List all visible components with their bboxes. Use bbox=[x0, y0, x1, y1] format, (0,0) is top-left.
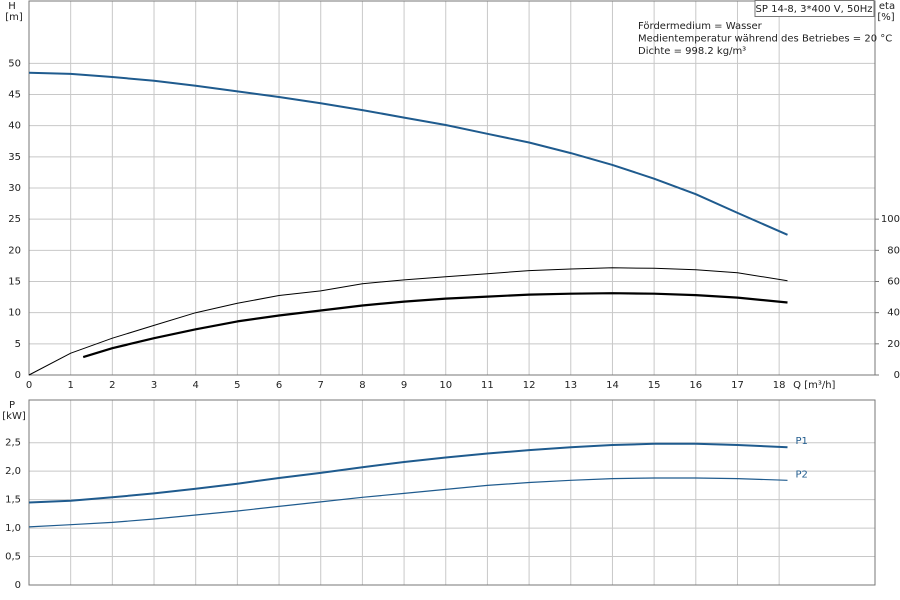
y-tick-label: 1,5 bbox=[5, 495, 21, 506]
data-line bbox=[28, 442, 788, 504]
x-tick-label: 15 bbox=[648, 380, 661, 391]
data-line bbox=[82, 292, 788, 359]
x-tick-label: 3 bbox=[151, 380, 157, 391]
x-tick-label: 11 bbox=[481, 380, 494, 391]
x-tick-label: 9 bbox=[401, 380, 407, 391]
y-tick-label: 2,0 bbox=[5, 466, 21, 477]
y-tick-label: 0 bbox=[15, 580, 21, 591]
x-tick-label: 16 bbox=[689, 380, 702, 391]
y-axis-unit: [kW] bbox=[2, 411, 26, 422]
annotation: Medientemperatur während des Betriebes =… bbox=[638, 34, 892, 45]
line-label: P2 bbox=[795, 469, 807, 480]
x-tick-label: 2 bbox=[109, 380, 115, 391]
y-tick-label: 10 bbox=[8, 308, 21, 319]
y-tick-label: 35 bbox=[8, 152, 21, 163]
x-tick-label: 12 bbox=[523, 380, 536, 391]
y2-tick-label: 40 bbox=[887, 308, 900, 319]
y2-tick-label: 60 bbox=[887, 277, 900, 288]
x-tick-label: 13 bbox=[564, 380, 577, 391]
y2-axis-unit: [%] bbox=[877, 12, 894, 23]
y-tick-label: 40 bbox=[8, 121, 21, 132]
y2-tick-label: 0 bbox=[894, 370, 900, 381]
x-axis-label: Q [m³/h] bbox=[793, 380, 835, 391]
y-tick-label: 50 bbox=[8, 58, 21, 69]
y-axis-label: P bbox=[9, 400, 15, 411]
x-tick-label: 1 bbox=[67, 380, 73, 391]
plot-frame bbox=[28, 0, 876, 376]
data-line bbox=[28, 477, 788, 528]
plot-frame bbox=[28, 399, 876, 586]
y-tick-label: 0,5 bbox=[5, 552, 21, 563]
y-tick-label: 45 bbox=[8, 90, 21, 101]
y-tick-label: 30 bbox=[8, 183, 21, 194]
y-axis-label: H bbox=[8, 1, 16, 12]
x-tick-label: 7 bbox=[318, 380, 324, 391]
y-tick-label: 0 bbox=[15, 370, 21, 381]
y2-tick-label: 100 bbox=[881, 214, 900, 225]
x-tick-label: 4 bbox=[193, 380, 199, 391]
annotation: Fördermedium = Wasser bbox=[638, 21, 763, 32]
data-line bbox=[28, 71, 788, 236]
x-tick-label: 17 bbox=[731, 380, 744, 391]
y-tick-label: 1,0 bbox=[5, 523, 21, 534]
x-tick-label: 6 bbox=[276, 380, 282, 391]
y-axis-unit: [m] bbox=[5, 12, 23, 23]
title-box bbox=[754, 0, 875, 17]
y-tick-label: 2,5 bbox=[5, 438, 21, 449]
y2-tick-label: 20 bbox=[887, 339, 900, 350]
y-tick-label: 20 bbox=[8, 245, 21, 256]
x-tick-label: 14 bbox=[606, 380, 619, 391]
x-tick-label: 8 bbox=[359, 380, 365, 391]
x-tick-label: 5 bbox=[234, 380, 240, 391]
y-tick-label: 25 bbox=[8, 214, 21, 225]
x-tick-label: 0 bbox=[26, 380, 32, 391]
x-tick-label: 10 bbox=[439, 380, 452, 391]
x-tick-label: 18 bbox=[773, 380, 786, 391]
line-label: P1 bbox=[795, 436, 807, 447]
y-tick-label: 5 bbox=[15, 339, 21, 350]
y2-tick-label: 80 bbox=[887, 245, 900, 256]
data-line bbox=[28, 267, 788, 376]
y-tick-label: 15 bbox=[8, 277, 21, 288]
y2-axis-label: eta bbox=[879, 1, 895, 12]
chart-title: SP 14-8, 3*400 V, 50Hz bbox=[756, 4, 873, 15]
annotation: Dichte = 998.2 kg/m³ bbox=[638, 46, 746, 57]
